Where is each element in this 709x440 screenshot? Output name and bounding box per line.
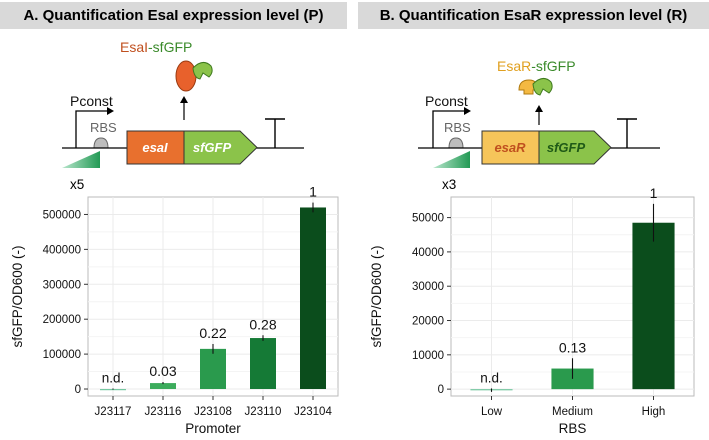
svg-text:esaR: esaR bbox=[494, 140, 526, 155]
x-tick-label-Low: Low bbox=[481, 406, 503, 418]
terminator-icon-b bbox=[617, 118, 637, 148]
sfgfp-gene-b bbox=[538, 130, 612, 165]
fusion-label-a: EsaI-sfGFP bbox=[120, 39, 192, 55]
rbs-icon bbox=[93, 137, 109, 149]
bar-J23108 bbox=[200, 348, 226, 390]
x-tick-label-J23116: J23116 bbox=[145, 406, 182, 418]
sfgfp-protein-icon bbox=[192, 62, 213, 80]
y-tick-label: 400000 bbox=[43, 244, 81, 256]
y-tick-label: 30000 bbox=[412, 281, 444, 293]
y-tick-label: 200000 bbox=[43, 314, 81, 326]
rbs-label-b: RBS bbox=[444, 120, 471, 135]
data-label-Low: n.d. bbox=[480, 370, 503, 385]
esaI-gene bbox=[126, 130, 185, 165]
promoter-arrow-icon bbox=[75, 110, 109, 148]
expression-arrow-icon bbox=[180, 96, 188, 103]
data-label-J23108: 0.22 bbox=[199, 325, 226, 341]
data-label-High: 1 bbox=[650, 185, 658, 201]
promoter-arrow-icon-b bbox=[432, 110, 466, 148]
x-tick-label-J23108: J23108 bbox=[194, 406, 232, 418]
chart-rbs: 0 10000 20000 30000 40000 50000 n.d. Low 0.13 Med… bbox=[369, 185, 695, 436]
sfgfp-protein-icon-b bbox=[532, 78, 553, 96]
data-label-J23104: 1 bbox=[309, 184, 317, 200]
svg-text:sfGFP: sfGFP bbox=[547, 140, 586, 155]
bar-Medium bbox=[551, 368, 594, 390]
sfgfp-gene bbox=[183, 130, 258, 165]
rbs-label-a: RBS bbox=[90, 120, 117, 135]
x-tick-label-J23117: J23117 bbox=[95, 406, 132, 418]
esaR-gene bbox=[481, 130, 540, 165]
x-axis-label: Promoter bbox=[185, 421, 241, 436]
y-tick-label: 500000 bbox=[43, 209, 81, 221]
genetic-construct-diagram-a: EsaI-sfGFP Pconst RBS esaI sfGFP x5 bbox=[62, 39, 304, 192]
library-wedge-icon bbox=[62, 151, 100, 168]
bar-J23116 bbox=[150, 383, 176, 390]
rbs-icon-b bbox=[448, 137, 464, 149]
bar-J23117 bbox=[100, 389, 126, 391]
variants-label-a: x5 bbox=[70, 177, 84, 192]
y-tick-label: 10000 bbox=[412, 350, 444, 362]
y-tick-label: 50000 bbox=[412, 213, 444, 225]
data-label-J23117: n.d. bbox=[102, 370, 125, 385]
variants-label-b: x3 bbox=[442, 177, 456, 192]
promoter-label-b: Pconst bbox=[425, 93, 468, 109]
genetic-construct-diagram-b: EsaR-sfGFP Pconst RBS esaR sfGFP x3 bbox=[418, 58, 660, 192]
y-axis-label: sfGFP/OD600 (-) bbox=[10, 245, 25, 347]
library-wedge-icon-b bbox=[433, 151, 470, 168]
y-tick-label: 20000 bbox=[412, 316, 444, 328]
fusion-label-b: EsaR-sfGFP bbox=[497, 58, 576, 74]
y-axis-label: sfGFP/OD600 (-) bbox=[369, 245, 384, 347]
y-tick-label: 40000 bbox=[412, 247, 444, 259]
expression-arrow-icon-b bbox=[535, 105, 543, 112]
y-tick-label: 0 bbox=[438, 384, 444, 396]
bar-J23110 bbox=[250, 338, 276, 390]
y-tick-label: 100000 bbox=[43, 349, 81, 361]
data-label-J23116: 0.03 bbox=[149, 363, 176, 379]
svg-text:esaI: esaI bbox=[142, 140, 168, 155]
x-tick-label-Medium: Medium bbox=[552, 406, 593, 418]
x-tick-label-J23110: J23110 bbox=[245, 406, 282, 418]
esaI-protein-icon bbox=[175, 60, 197, 92]
x-tick-label-High: High bbox=[642, 406, 666, 418]
y-tick-label: 0 bbox=[75, 384, 81, 396]
bar-J23104 bbox=[300, 207, 326, 390]
data-label-Medium: 0.13 bbox=[559, 339, 586, 355]
x-axis-label: RBS bbox=[559, 421, 587, 436]
panel-b-title: B. Quantification EsaR expression level … bbox=[358, 2, 709, 29]
x-tick-label-J23104: J23104 bbox=[294, 406, 332, 418]
panel-a-title: A. Quantification EsaI expression level … bbox=[0, 2, 347, 29]
y-tick-label: 300000 bbox=[43, 279, 81, 291]
chart-promoter: 0 100000 200000 300000 400000 500000 n.d. J2311… bbox=[10, 184, 339, 436]
svg-text:sfGFP: sfGFP bbox=[193, 140, 232, 155]
terminator-icon bbox=[265, 118, 285, 148]
promoter-label-a: Pconst bbox=[70, 93, 113, 109]
bar-High bbox=[632, 222, 675, 390]
data-label-J23110: 0.28 bbox=[249, 316, 276, 332]
